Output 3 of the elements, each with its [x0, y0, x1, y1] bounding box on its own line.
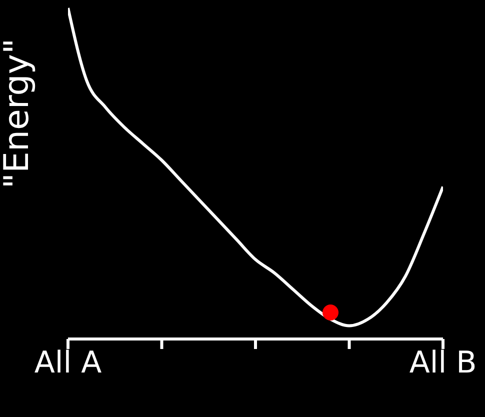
x-tick-label: All A — [34, 345, 102, 380]
x-tick-label: All B — [409, 345, 477, 380]
y-axis-title: "Energy" — [0, 38, 38, 189]
